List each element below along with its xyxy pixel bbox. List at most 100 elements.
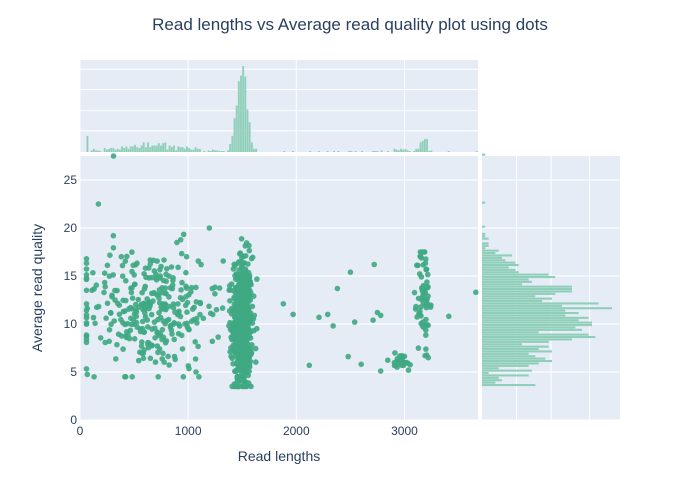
- data-point: [188, 284, 195, 291]
- data-point: [107, 252, 113, 258]
- data-point: [392, 350, 398, 356]
- histogram-bar: [350, 151, 353, 152]
- data-point: [149, 326, 155, 332]
- data-point: [177, 237, 184, 243]
- histogram-bar: [129, 146, 132, 152]
- data-point: [176, 323, 183, 329]
- histogram-bar: [393, 148, 396, 152]
- data-point: [234, 373, 241, 380]
- histogram-bar: [482, 225, 486, 228]
- histogram-bar: [127, 148, 130, 152]
- y-tick-label: 0: [70, 413, 77, 427]
- data-point: [412, 306, 419, 312]
- data-point: [152, 274, 159, 281]
- data-point: [103, 315, 109, 322]
- histogram-bar: [482, 345, 549, 348]
- data-point: [101, 270, 108, 277]
- data-point: [423, 346, 429, 352]
- histogram-bar: [482, 261, 516, 264]
- histogram-bar: [482, 256, 502, 259]
- data-point: [144, 317, 151, 323]
- main-scatter-plot: [79, 153, 479, 421]
- data-point: [161, 257, 167, 263]
- histogram-bar: [482, 367, 499, 370]
- data-point: [141, 329, 147, 336]
- data-point: [123, 297, 129, 304]
- data-point: [129, 374, 135, 380]
- data-point: [83, 366, 90, 372]
- histogram-bar: [194, 147, 197, 152]
- histogram-bar: [402, 149, 405, 152]
- data-point: [219, 305, 226, 311]
- histogram-bar: [400, 148, 402, 152]
- data-point: [168, 264, 175, 270]
- histogram-bar: [482, 295, 536, 298]
- data-point: [134, 324, 141, 331]
- histogram-bar: [144, 147, 147, 152]
- data-point: [371, 261, 378, 268]
- histogram-bar: [216, 150, 219, 152]
- data-point: [197, 311, 203, 318]
- data-point: [316, 314, 322, 321]
- data-point: [243, 279, 249, 286]
- data-point: [122, 258, 129, 265]
- data-point: [159, 356, 165, 362]
- histogram-bar: [482, 249, 499, 252]
- data-point: [120, 346, 126, 352]
- data-point: [83, 266, 90, 272]
- data-point: [159, 336, 165, 343]
- data-point: [93, 304, 100, 311]
- histogram-bar: [482, 331, 539, 334]
- data-point: [180, 231, 187, 238]
- histogram-bar: [482, 271, 519, 274]
- data-point: [104, 300, 111, 307]
- data-point: [252, 345, 259, 352]
- data-point: [159, 326, 166, 333]
- data-point: [377, 368, 384, 374]
- histogram-bar: [417, 148, 420, 152]
- histogram-bar: [170, 147, 173, 152]
- data-point: [422, 260, 429, 267]
- data-point: [347, 269, 354, 276]
- data-point: [237, 343, 244, 350]
- histogram-bar: [162, 143, 165, 152]
- histogram-bar: [147, 142, 149, 152]
- histogram-bar: [240, 75, 242, 152]
- histogram-bar: [482, 307, 612, 310]
- top-histogram-background: [80, 60, 478, 152]
- histogram-bar: [99, 151, 102, 152]
- histogram-bar: [138, 147, 141, 152]
- histogram-bar: [482, 338, 572, 341]
- data-point: [425, 293, 431, 299]
- data-point: [197, 300, 204, 307]
- histogram-bar: [419, 142, 422, 152]
- histogram-bar: [142, 142, 145, 152]
- histogram-bar: [482, 381, 496, 384]
- histogram-bar: [337, 151, 340, 152]
- data-point: [170, 277, 176, 284]
- histogram-bar: [244, 76, 247, 152]
- histogram-bar: [207, 150, 210, 152]
- data-point: [109, 294, 115, 300]
- data-point: [83, 260, 90, 267]
- data-point: [119, 273, 126, 280]
- data-point: [446, 313, 452, 320]
- histogram-bar: [155, 145, 158, 152]
- histogram-bar: [413, 151, 415, 152]
- data-point: [175, 264, 181, 271]
- data-point: [385, 357, 391, 364]
- data-point: [200, 315, 207, 322]
- histogram-bar: [482, 348, 539, 351]
- data-point: [92, 320, 98, 327]
- data-point: [108, 321, 114, 328]
- data-point: [246, 242, 252, 249]
- histogram-bar: [482, 321, 592, 324]
- data-point: [418, 304, 424, 310]
- histogram-bar: [151, 145, 154, 152]
- data-point: [370, 317, 376, 324]
- data-point: [120, 308, 127, 315]
- histogram-bar: [348, 151, 351, 152]
- data-point: [397, 359, 404, 366]
- data-point: [249, 254, 256, 261]
- data-point: [420, 282, 427, 289]
